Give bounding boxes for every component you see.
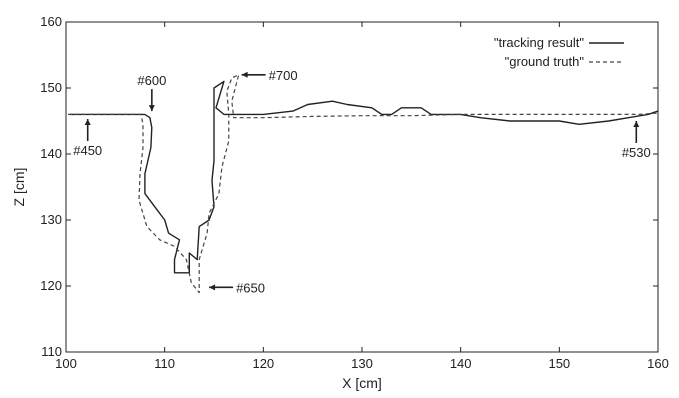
annotation-label: #600 xyxy=(137,73,166,88)
legend-label-ground-truth: "ground truth" xyxy=(505,54,585,69)
ground-truth-line xyxy=(68,74,659,294)
x-tick-label: 140 xyxy=(450,356,472,371)
plot-frame xyxy=(65,21,659,353)
y-tick-label: 110 xyxy=(41,344,62,359)
x-axis-label: X [cm] xyxy=(342,375,382,391)
annotation-arrow-head xyxy=(633,121,640,127)
y-tick-label: 160 xyxy=(40,14,62,29)
annotation-frame-700: #700 xyxy=(241,68,298,83)
annotation-label: #650 xyxy=(236,280,265,295)
annotation-arrow-head xyxy=(148,105,155,112)
annotation-label: #700 xyxy=(269,68,298,83)
annotation-arrow-head xyxy=(241,71,248,78)
x-tick-label: 150 xyxy=(548,356,570,371)
legend-label-tracking-result: "tracking result" xyxy=(494,35,585,50)
x-tick-label: 130 xyxy=(351,356,373,371)
y-axis-label: Z [cm] xyxy=(11,168,27,207)
annotation-frame-530: #530 xyxy=(622,121,651,160)
annotation-arrow-head xyxy=(84,119,91,126)
annotation-frame-450: #450 xyxy=(73,119,102,158)
annotation-label: #450 xyxy=(73,143,102,158)
annotation-frame-650: #650 xyxy=(209,280,265,295)
annotation-arrow-head xyxy=(209,284,216,291)
annotation-frame-600: #600 xyxy=(137,73,166,112)
legend: "tracking result" "ground truth" xyxy=(494,35,624,69)
x-tick-label: 100 xyxy=(55,356,77,371)
y-tick-label: 140 xyxy=(40,146,62,161)
y-tick-label: 150 xyxy=(40,80,62,95)
x-tick-label: 160 xyxy=(647,356,669,371)
tracking-result-line xyxy=(69,80,659,274)
y-tick-label: 120 xyxy=(40,278,62,293)
y-tick-label: 130 xyxy=(40,212,62,227)
x-tick-label: 110 xyxy=(154,356,175,371)
annotation-label: #530 xyxy=(622,145,651,160)
x-tick-label: 120 xyxy=(252,356,274,371)
